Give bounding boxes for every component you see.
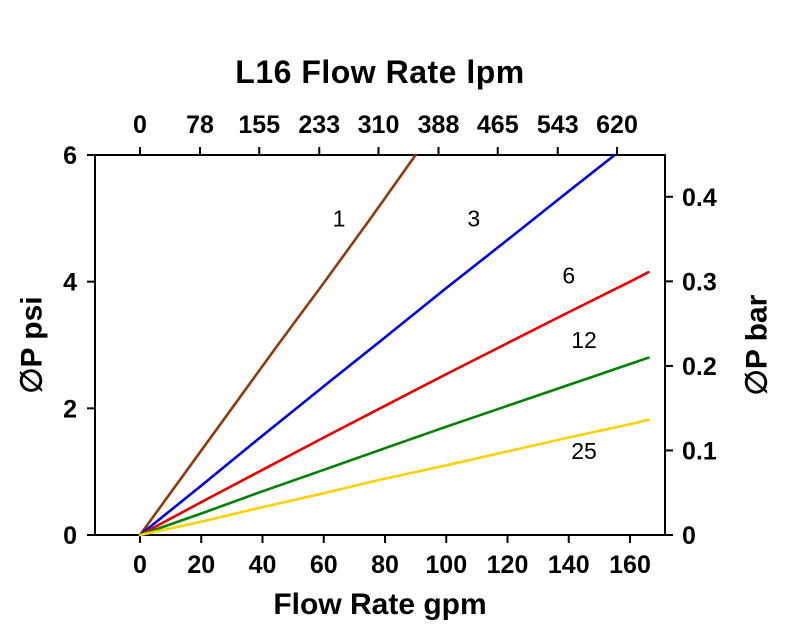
x-tick-label-lpm: 388 bbox=[418, 111, 460, 139]
x-tick-label-gpm: 140 bbox=[548, 551, 590, 579]
x-tick-label-lpm: 465 bbox=[477, 111, 519, 139]
series-label-1: 1 bbox=[333, 206, 346, 232]
x-tick-label-gpm: 0 bbox=[133, 551, 147, 579]
x-tick-label-lpm: 0 bbox=[133, 111, 147, 139]
series-label-12: 12 bbox=[571, 327, 597, 353]
series-line-6 bbox=[138, 270, 650, 537]
x-tick-label-lpm: 620 bbox=[596, 111, 638, 139]
x-tick-label-lpm: 233 bbox=[298, 111, 340, 139]
series-line-1 bbox=[138, 153, 417, 537]
series-line-12 bbox=[138, 356, 650, 537]
x-tick-label-lpm: 543 bbox=[537, 111, 579, 139]
y-tick-label-bar: 0 bbox=[682, 522, 696, 550]
y-tick-label-psi: 6 bbox=[63, 142, 77, 170]
y-tick-label-psi: 2 bbox=[63, 395, 77, 423]
x-axis-label-gpm: Flow Rate gpm bbox=[273, 588, 487, 621]
x-tick-label-gpm: 80 bbox=[371, 551, 399, 579]
series-line-3 bbox=[138, 153, 617, 537]
y-tick-label-bar: 0.1 bbox=[682, 437, 717, 465]
x-tick-label-gpm: 120 bbox=[487, 551, 529, 579]
x-tick-label-gpm: 160 bbox=[609, 551, 651, 579]
series-label-25: 25 bbox=[571, 438, 597, 464]
y-tick-label-psi: 0 bbox=[63, 522, 77, 550]
x-tick-label-lpm: 310 bbox=[358, 111, 400, 139]
series-line-25 bbox=[138, 418, 650, 537]
y-tick-label-psi: 4 bbox=[63, 269, 77, 297]
chart-title: L16 Flow Rate lpm bbox=[235, 54, 525, 90]
x-tick-label-gpm: 40 bbox=[249, 551, 277, 579]
x-tick-label-gpm: 100 bbox=[425, 551, 467, 579]
plot-border bbox=[94, 154, 666, 536]
series-label-6: 6 bbox=[562, 263, 575, 289]
x-tick-label-gpm: 60 bbox=[310, 551, 338, 579]
y-tick-label-bar: 0.2 bbox=[682, 353, 717, 381]
y-tick-label-bar: 0.4 bbox=[682, 184, 717, 212]
series-label-3: 3 bbox=[467, 206, 480, 232]
x-tick-label-lpm: 78 bbox=[186, 111, 214, 139]
x-tick-label-lpm: 155 bbox=[238, 111, 280, 139]
y-tick-label-bar: 0.3 bbox=[682, 268, 717, 296]
x-tick-label-gpm: 20 bbox=[187, 551, 215, 579]
